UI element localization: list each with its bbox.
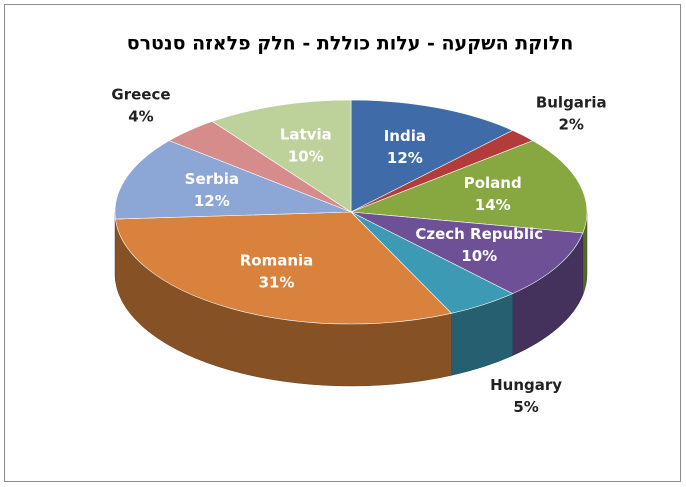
slice-value-label: 10%: [461, 247, 497, 265]
pie-slice: [350, 211, 584, 294]
slice-value-label: 2%: [558, 115, 583, 133]
slice-label: Czech Republic: [415, 225, 543, 243]
pie-slice: [115, 211, 453, 325]
slice-label: Hungary: [490, 376, 562, 394]
pie-slice: [211, 99, 352, 213]
slice-label: Serbia: [185, 170, 239, 188]
slice-label: Bulgaria: [536, 93, 607, 111]
slice-value-label: 12%: [194, 192, 230, 210]
slice-label: Latvia: [280, 125, 332, 143]
slice-value-label: 14%: [475, 196, 511, 214]
slice-value-label: 4%: [128, 107, 153, 125]
slice-value-label: 5%: [513, 398, 538, 416]
slice-value-label: 31%: [259, 273, 295, 291]
slice-label: Romania: [240, 251, 314, 269]
slice-value-label: 12%: [387, 149, 423, 167]
slice-label: Greece: [111, 85, 170, 103]
slice-value-label: 10%: [288, 147, 324, 165]
slice-label: Poland: [464, 174, 522, 192]
chart-title: חלוקת השקעה - עלות כוללת - חלק פלאזה סנט…: [127, 33, 574, 55]
pie-slice: [114, 140, 352, 220]
slice-label: India: [384, 127, 426, 145]
pie-slice: [350, 140, 588, 234]
pie-slice: [350, 99, 514, 213]
